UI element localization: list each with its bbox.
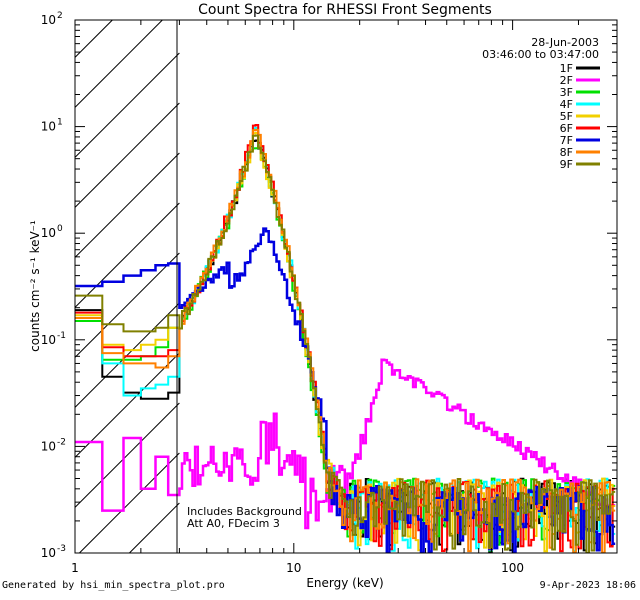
x-tick-label: 100 xyxy=(501,561,524,575)
time-range-label: 03:46:00 to 03:47:00 xyxy=(482,48,599,61)
legend-label-6F: 6F xyxy=(560,122,573,135)
x-tick-label: 10 xyxy=(286,561,301,575)
y-tick-label: 10 xyxy=(41,13,56,27)
axis-ticks xyxy=(74,19,618,554)
series-9F-line xyxy=(75,134,616,553)
hatch-line xyxy=(129,502,180,554)
legend-label-3F: 3F xyxy=(560,86,573,99)
y-tick-label: 10 xyxy=(41,333,56,347)
footer-timestamp: 9-Apr-2023 18:06 xyxy=(539,580,636,591)
y-tick-exponent: 0 xyxy=(57,224,63,234)
hatched-attenuator-region xyxy=(74,19,180,554)
legend-label-4F: 4F xyxy=(560,98,573,111)
y-tick-exponent: -1 xyxy=(57,331,66,341)
hatch-line xyxy=(74,19,113,58)
hatch-line xyxy=(74,252,180,358)
y-tick-label: 10 xyxy=(41,439,56,453)
y-tick-label: 10 xyxy=(41,226,56,240)
legend-label-9F: 9F xyxy=(560,158,573,171)
legend-label-5F: 5F xyxy=(560,110,573,123)
y-tick-label: 10 xyxy=(41,120,56,134)
hatch-line xyxy=(74,402,180,508)
x-tick-label: 1 xyxy=(71,561,79,575)
hatch-line xyxy=(74,102,180,208)
chart-title: Count Spectra for RHESSI Front Segments xyxy=(198,2,492,18)
hatch-line xyxy=(74,19,163,108)
x-axis-label: Energy (keV) xyxy=(306,576,383,590)
plot-frame xyxy=(74,19,618,554)
hatch-line xyxy=(74,152,180,258)
legend-label-1F: 1F xyxy=(560,62,573,75)
annotation-background: Includes Background xyxy=(187,505,302,518)
y-axis-label: counts cm⁻² s⁻¹ keV⁻¹ xyxy=(28,220,42,352)
legend-label-7F: 7F xyxy=(560,134,573,147)
spectrum-curves xyxy=(75,124,616,553)
y-tick-exponent: 1 xyxy=(57,118,63,128)
x-tick-labels: 1 10 100 xyxy=(71,561,524,575)
y-tick-label: 10 xyxy=(41,546,56,560)
hatch-line xyxy=(74,352,180,458)
hatch-line xyxy=(74,302,180,408)
hatch-line xyxy=(74,202,180,308)
hatch-line xyxy=(79,452,180,554)
y-tick-exponent: -2 xyxy=(57,437,66,447)
date-label: 28-Jun-2003 xyxy=(531,36,599,49)
legend-label-8F: 8F xyxy=(560,146,573,159)
legend-label-2F: 2F xyxy=(560,74,573,87)
series-2F-line xyxy=(75,358,616,530)
annotation-attenuator: Att A0, FDecim 3 xyxy=(187,517,280,530)
y-tick-exponent: 2 xyxy=(57,11,63,21)
hatch-line xyxy=(74,52,180,158)
footer-generated-by: Generated by hsi_min_spectra_plot.pro xyxy=(2,580,225,591)
y-tick-exponent: -3 xyxy=(57,544,66,554)
